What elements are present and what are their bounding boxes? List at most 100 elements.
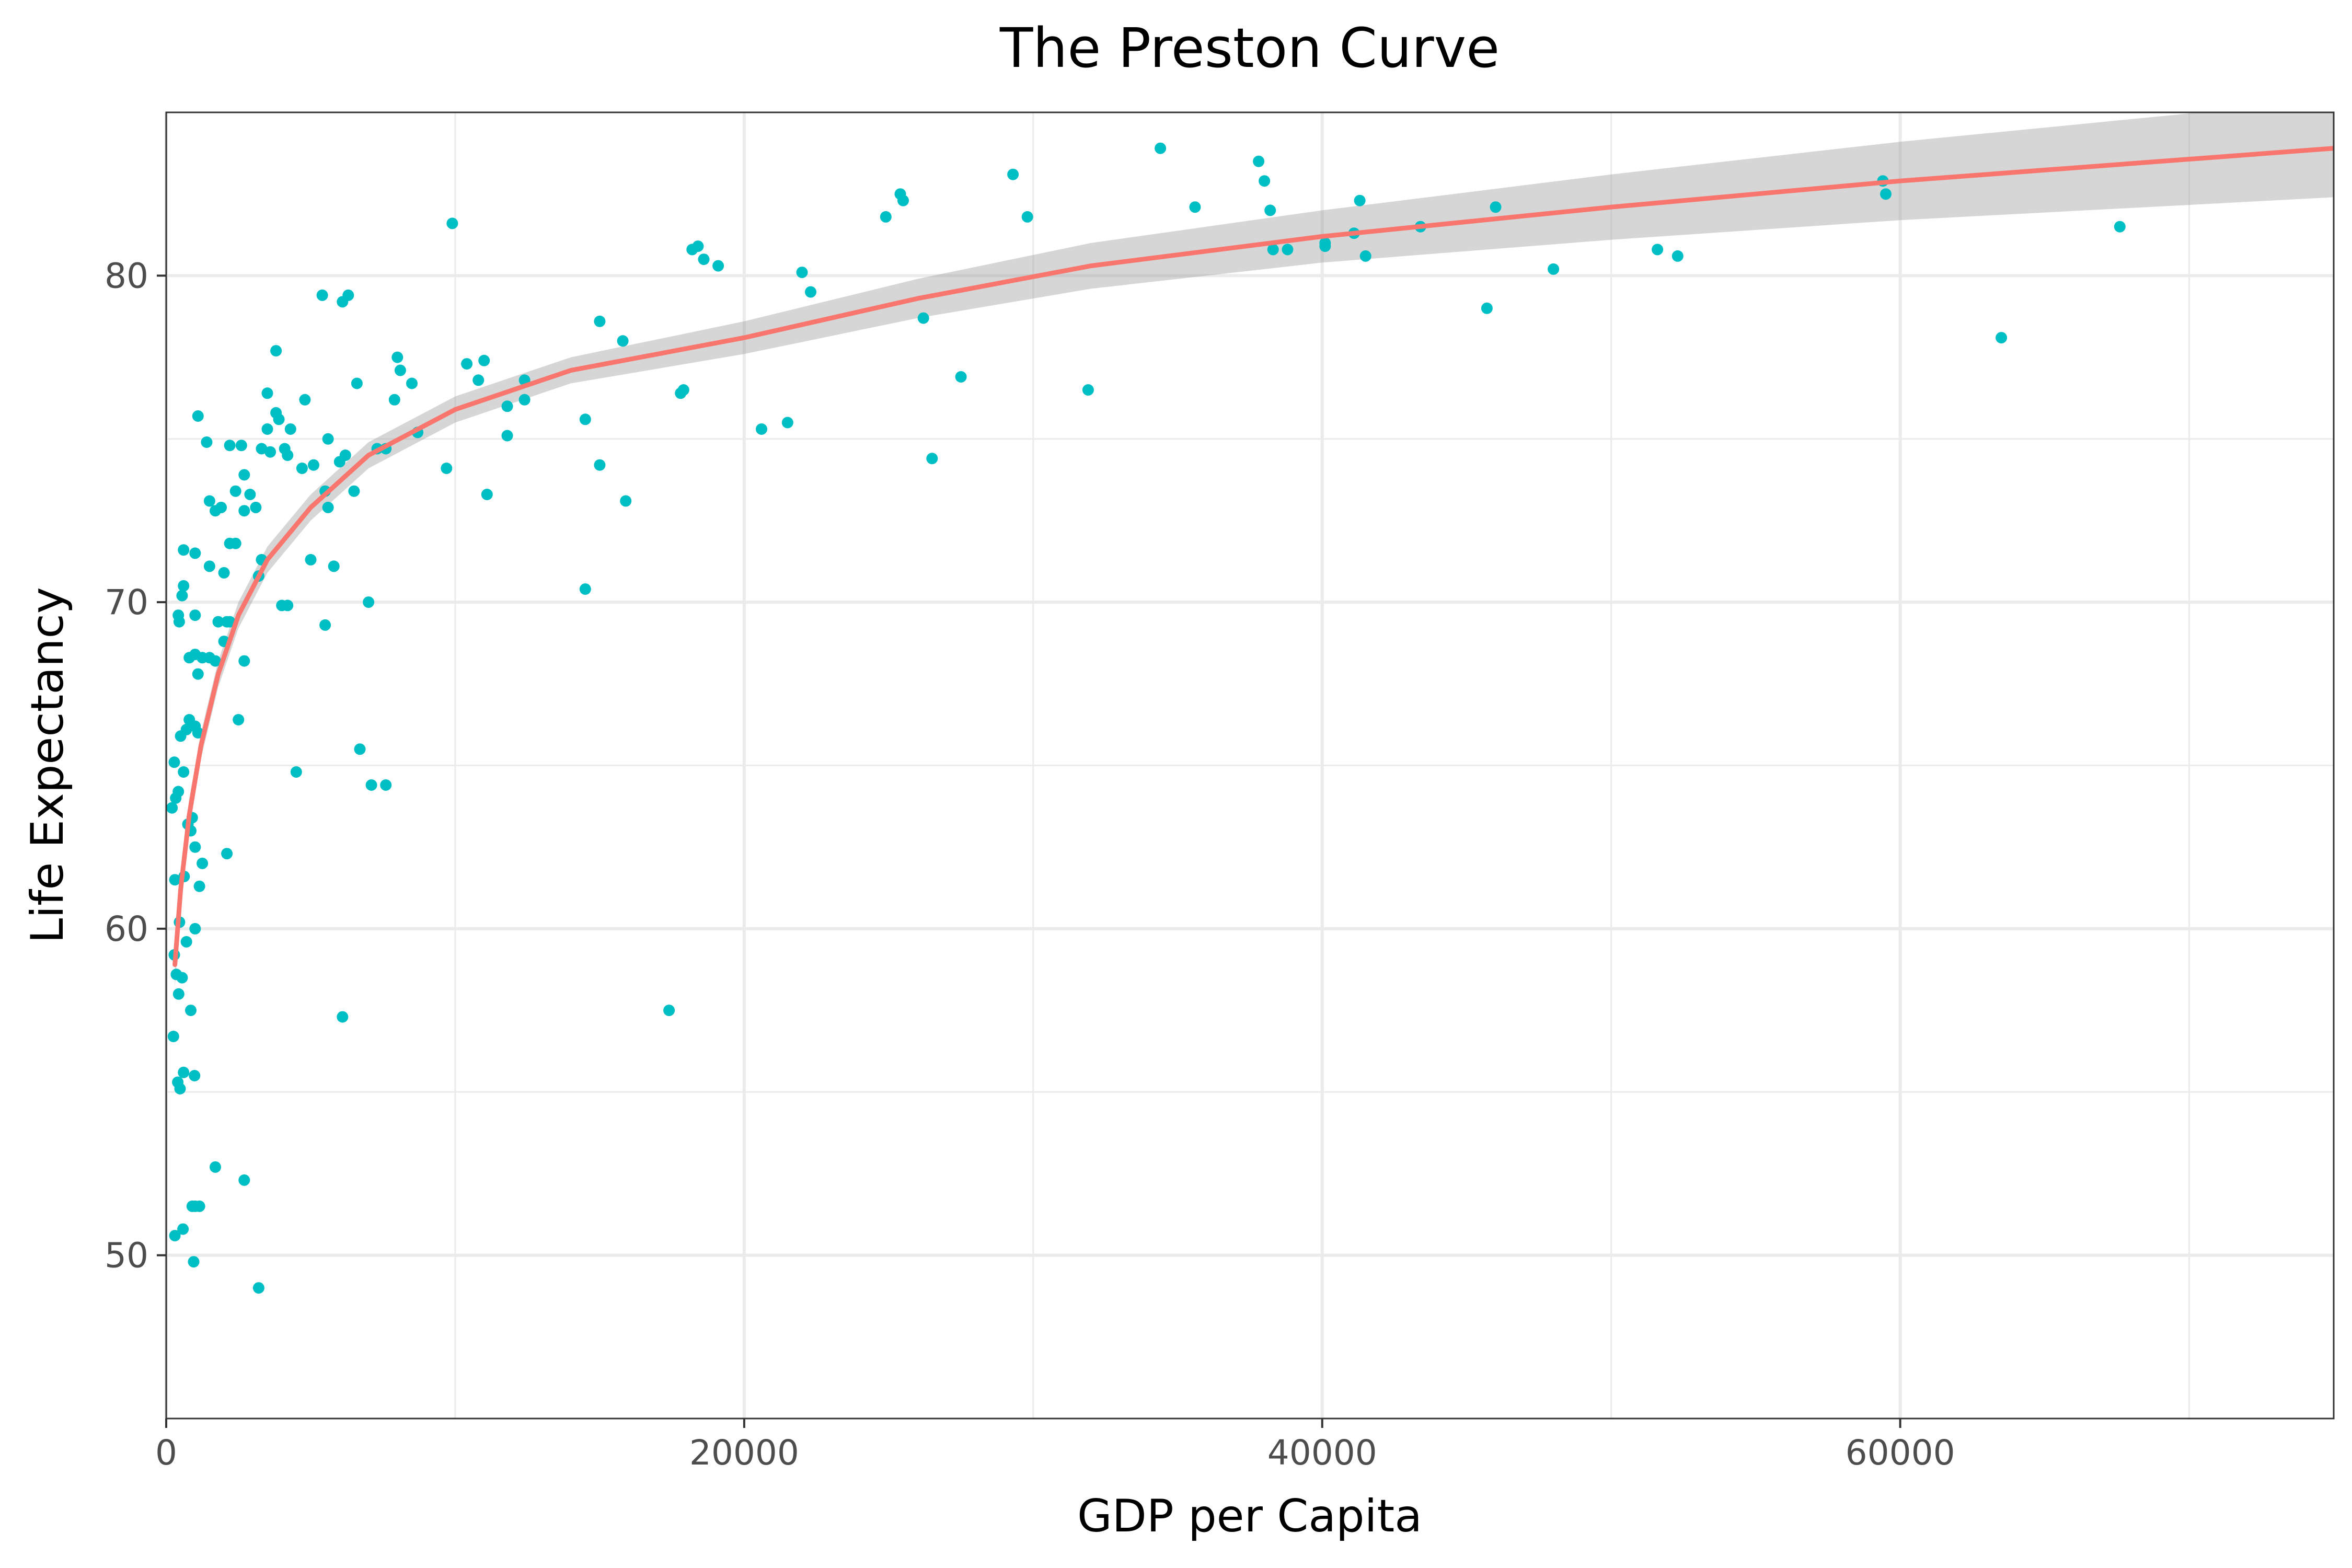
data-point <box>166 802 178 814</box>
data-point <box>180 936 192 948</box>
data-point <box>380 779 392 791</box>
data-point <box>189 1070 201 1081</box>
data-point <box>579 583 591 595</box>
data-point <box>238 469 250 481</box>
plot-panel-border <box>165 111 2335 1420</box>
data-point <box>192 668 204 680</box>
data-point <box>172 988 185 1000</box>
data-point <box>244 489 256 500</box>
data-point <box>178 580 190 592</box>
data-point <box>1996 332 2008 344</box>
data-point <box>203 560 215 572</box>
data-point <box>501 430 513 442</box>
data-point <box>296 463 308 474</box>
data-point <box>178 1066 190 1078</box>
data-point <box>290 766 302 778</box>
data-point <box>322 433 334 445</box>
data-point <box>351 377 363 389</box>
data-point <box>1490 201 1502 213</box>
data-point <box>215 501 227 513</box>
data-point <box>1259 175 1271 187</box>
data-point <box>229 537 241 549</box>
data-point <box>441 463 453 474</box>
data-point <box>250 501 262 513</box>
data-point <box>185 1005 197 1017</box>
data-point <box>348 485 360 497</box>
data-point <box>391 351 403 363</box>
data-point <box>233 714 245 725</box>
data-point <box>270 345 282 357</box>
data-point <box>328 560 340 572</box>
data-point <box>955 371 967 383</box>
data-point <box>176 972 188 984</box>
data-point <box>2114 221 2126 233</box>
y-tick-label: 70 <box>105 582 148 622</box>
data-point <box>796 267 808 279</box>
data-point <box>189 609 201 621</box>
data-point <box>478 354 490 366</box>
data-point <box>173 616 185 628</box>
data-point <box>926 453 938 465</box>
data-point <box>229 485 241 497</box>
data-point <box>1652 244 1664 256</box>
data-point <box>594 459 606 471</box>
confidence-band-layer <box>175 112 2334 988</box>
x-tick-label: 60000 <box>1846 1433 1955 1473</box>
data-point <box>193 880 205 892</box>
data-point <box>308 459 319 471</box>
data-point <box>264 446 276 458</box>
data-point <box>218 567 230 579</box>
data-point <box>221 848 233 860</box>
data-point <box>180 723 192 735</box>
data-point <box>192 410 204 422</box>
data-point <box>189 547 201 559</box>
data-point <box>406 377 418 389</box>
x-tick-label: 20000 <box>689 1433 799 1473</box>
data-point <box>1021 211 1033 223</box>
data-point <box>174 1083 186 1094</box>
data-point <box>501 400 513 412</box>
data-point <box>282 449 294 461</box>
data-point <box>189 923 201 935</box>
data-point <box>1264 204 1276 216</box>
data-point <box>322 501 334 513</box>
data-point <box>224 616 236 628</box>
data-point <box>1354 194 1366 206</box>
chart-title: The Preston Curve <box>999 16 1500 80</box>
data-point <box>1880 188 1892 200</box>
data-point <box>1267 244 1279 256</box>
data-point <box>188 1256 200 1268</box>
data-point <box>252 1282 264 1294</box>
data-point <box>518 394 531 406</box>
axis-ticks <box>157 274 1901 1428</box>
data-point <box>1253 155 1265 167</box>
data-point <box>781 417 793 429</box>
data-point <box>446 217 458 229</box>
data-point <box>203 495 215 507</box>
y-tick-label: 50 <box>105 1236 148 1276</box>
data-point <box>210 1161 221 1173</box>
data-point <box>169 874 181 886</box>
data-point <box>339 449 351 461</box>
data-point <box>1082 384 1094 396</box>
data-point <box>897 194 909 206</box>
data-point <box>270 407 282 419</box>
data-point <box>299 394 311 406</box>
y-tick-label: 60 <box>105 909 148 949</box>
data-point <box>238 655 250 667</box>
data-point <box>201 436 213 448</box>
fit-curve-line <box>172 146 2334 967</box>
data-point <box>472 374 485 386</box>
data-point <box>880 211 892 223</box>
x-tick-label: 40000 <box>1267 1433 1377 1473</box>
fit-curve-layer <box>172 146 2334 967</box>
data-point <box>698 253 710 266</box>
data-point <box>594 315 606 327</box>
data-point <box>620 495 632 507</box>
data-point <box>1671 250 1684 262</box>
data-point <box>617 335 629 347</box>
data-point <box>238 1174 250 1186</box>
data-point <box>394 364 406 376</box>
data-point <box>461 358 473 370</box>
